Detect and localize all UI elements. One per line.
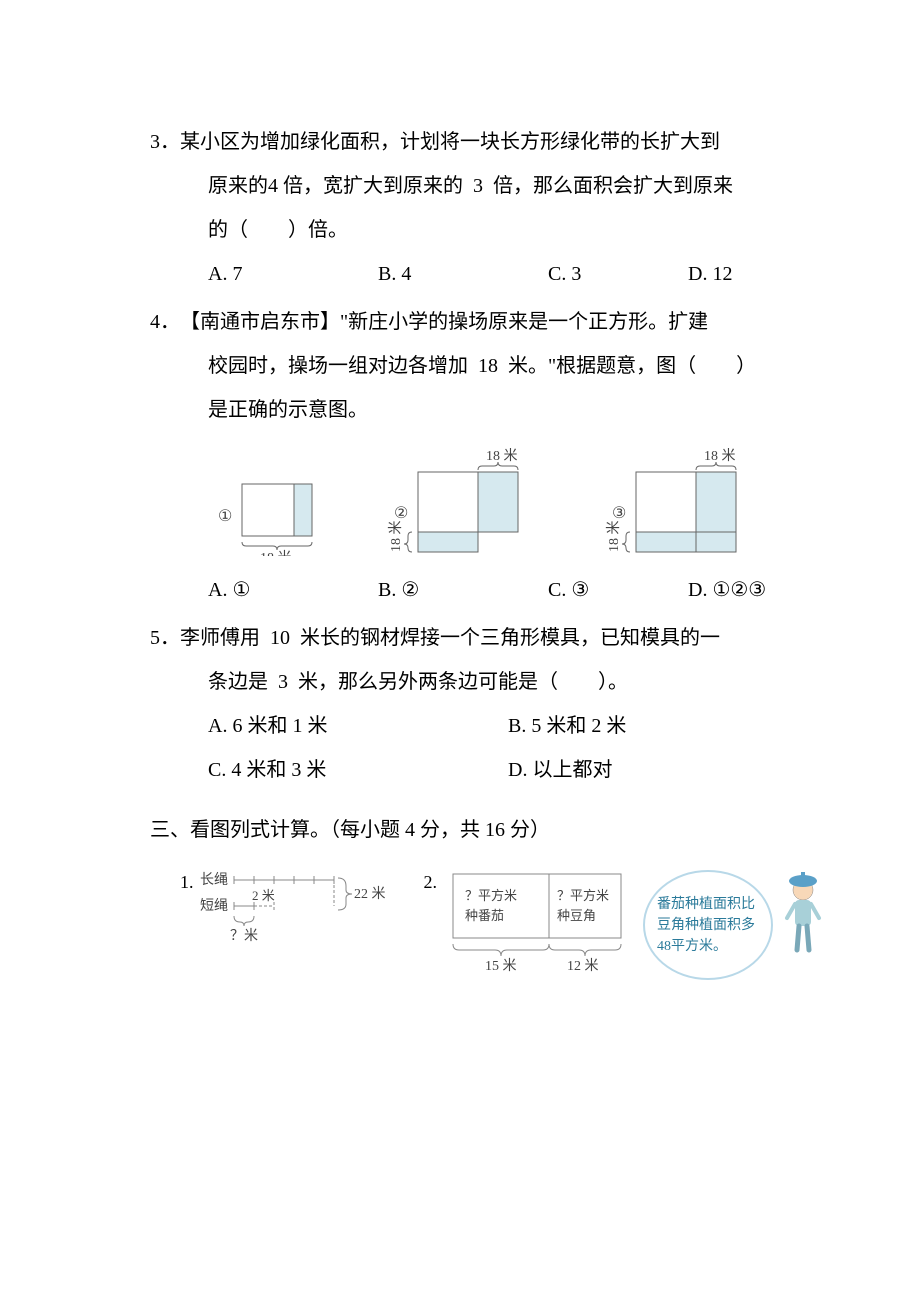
q5-number: 5． xyxy=(150,616,180,660)
q5-option-a: A. 6 米和 1 米 xyxy=(208,704,508,748)
circ3-label: ③ xyxy=(612,505,626,522)
q3-text-line3: 的（ ）倍。 xyxy=(208,219,348,241)
q4-diagram-2: 18 米 ② 18 米 xyxy=(376,448,566,556)
problem-1: 1. 长绳 2 米 短绳 xyxy=(180,870,400,948)
q5-option-c: C. 4 米和 3 米 xyxy=(208,748,508,792)
p2-bubble-text: 番茄种植面积比豆角种植面积多48平方米。 xyxy=(657,894,759,957)
p2-12m: 12 米 xyxy=(567,958,599,974)
p1-number: 1. xyxy=(180,870,194,948)
q3-options: A. 7 B. 4 C. 3 D. 12 xyxy=(150,252,800,296)
circ2-label: ② xyxy=(394,505,408,522)
q5-option-b: B. 5 米和 2 米 xyxy=(508,704,808,748)
d3-18m-left: 18 米 xyxy=(606,521,622,553)
q4-option-b: B. ② xyxy=(378,568,548,612)
p2-number: 2. xyxy=(424,870,438,895)
q4-options: A. ① B. ② C. ③ D. ①②③ xyxy=(150,568,800,612)
q5-text-line1: 李师傅用 10 米长的钢材焊接一个三角形模具，已知模具的一 xyxy=(180,627,720,649)
q3-option-a: A. 7 xyxy=(208,252,378,296)
q4-diagrams: ① 18 米 18 米 ② 18 米 xyxy=(150,448,800,556)
section-3-heading: 三、看图列式计算。（每小题 4 分，共 16 分） xyxy=(150,808,800,852)
q4-body: 校园时，操场一组对边各增加 18 米。"根据题意，图（ ） 是正确的示意图。 xyxy=(150,344,800,432)
q5-options-row1: A. 6 米和 1 米 B. 5 米和 2 米 xyxy=(150,704,800,748)
circ1-label: ① xyxy=(218,508,232,525)
q3-text-line2: 原来的4 倍，宽扩大到原来的 3 倍，那么面积会扩大到原来 xyxy=(208,175,733,197)
p1-2m: 2 米 xyxy=(252,888,275,903)
question-4: 4．【南通市启东市】"新庄小学的操场原来是一个正方形。扩建 校园时，操场一组对边… xyxy=(150,300,800,612)
p1-qm: ？米 xyxy=(230,928,258,944)
q5-body: 条边是 3 米，那么另外两条边可能是（ ）。 xyxy=(150,660,800,704)
q4-diagram-3: 18 米 ③ 18 米 xyxy=(594,448,784,556)
q4-option-a: A. ① xyxy=(208,568,378,612)
q4-text-line3: 是正确的示意图。 xyxy=(208,399,368,421)
q4-number: 4． xyxy=(150,300,180,344)
d2-18m-top: 18 米 xyxy=(486,448,518,464)
q3-number: 3． xyxy=(150,120,180,164)
q4-text-line1: 【南通市启东市】"新庄小学的操场原来是一个正方形。扩建 xyxy=(180,311,708,333)
p1-short-label: 短绳 xyxy=(200,898,228,914)
q5-option-d: D. 以上都对 xyxy=(508,748,808,792)
p2-bean-l2: 种豆角 xyxy=(557,908,596,923)
q3-option-b: B. 4 xyxy=(378,252,548,296)
q5-options-row2: C. 4 米和 3 米 D. 以上都对 xyxy=(150,748,800,792)
p2-tomato-l1: ？平方米 xyxy=(465,888,517,903)
p2-diagram: ？平方米 种番茄 ？平方米 种豆角 15 米 12 米 xyxy=(445,870,635,980)
q4-text-line2: 校园时，操场一组对边各增加 18 米。"根据题意，图（ ） xyxy=(208,355,756,377)
p1-long-label: 长绳 xyxy=(200,872,228,888)
q3-option-c: C. 3 xyxy=(548,252,688,296)
q4-option-c: C. ③ xyxy=(548,568,688,612)
d3-18m-top: 18 米 xyxy=(704,448,736,464)
q4-option-d: D. ①②③ xyxy=(688,568,808,612)
question-5: 5．李师傅用 10 米长的钢材焊接一个三角形模具，已知模具的一 条边是 3 米，… xyxy=(150,616,800,792)
q3-text-line1: 某小区为增加绿化面积，计划将一块长方形绿化带的长扩大到 xyxy=(180,131,720,153)
kid-icon xyxy=(781,870,825,960)
q5-text-line2: 条边是 3 米，那么另外两条边可能是（ ）。 xyxy=(208,671,628,693)
problem-2: 2. ？平方米 种番茄 ？平方米 种豆角 15 米 12 米 番茄种植面积比豆角… xyxy=(424,870,826,980)
p2-bean-l1: ？平方米 xyxy=(557,888,609,903)
d1-18m: 18 米 xyxy=(260,550,292,556)
question-3: 3．某小区为增加绿化面积，计划将一块长方形绿化带的长扩大到 原来的4 倍，宽扩大… xyxy=(150,120,800,296)
q4-diagram-1: ① 18 米 xyxy=(208,466,348,556)
page: 3．某小区为增加绿化面积，计划将一块长方形绿化带的长扩大到 原来的4 倍，宽扩大… xyxy=(0,0,920,1040)
p1-22m: 22 米 xyxy=(354,886,386,902)
q3-body: 原来的4 倍，宽扩大到原来的 3 倍，那么面积会扩大到原来 的（ ）倍。 xyxy=(150,164,800,252)
p2-15m: 15 米 xyxy=(485,958,517,974)
q3-option-d: D. 12 xyxy=(688,252,808,296)
p1-diagram: 长绳 2 米 短绳 xyxy=(200,870,400,948)
section-3-problems: 1. 长绳 2 米 短绳 xyxy=(150,870,800,980)
p2-tomato-l2: 种番茄 xyxy=(465,908,504,923)
p2-speech-bubble: 番茄种植面积比豆角种植面积多48平方米。 xyxy=(643,870,773,980)
d2-18m-left: 18 米 xyxy=(388,521,404,553)
